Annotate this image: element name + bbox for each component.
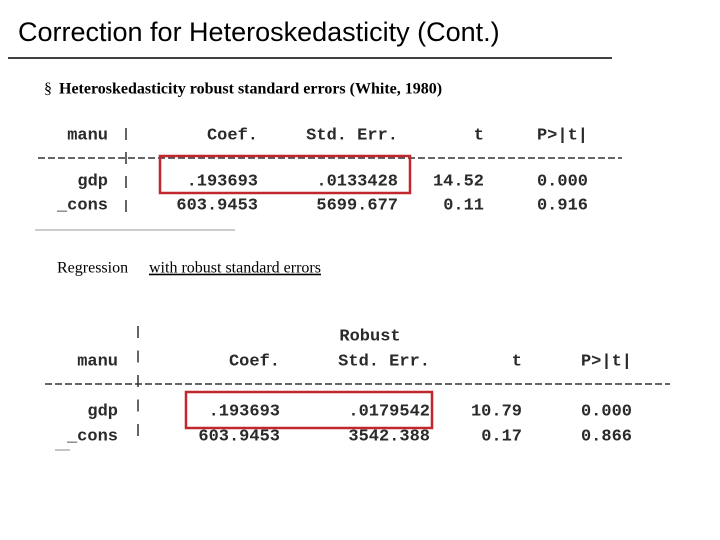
slide-title: Correction for Heteroskedasticity (Cont.… (18, 17, 500, 47)
cell: 10.79 (471, 402, 522, 421)
cell: 603.9453 (176, 196, 258, 215)
bullet-text: Heteroskedasticity robust standard error… (59, 81, 442, 98)
cell: 0.000 (537, 172, 588, 191)
cell: .0133428 (316, 172, 398, 191)
column-header: manu (77, 352, 118, 371)
column-header: t (512, 352, 522, 371)
caption-underlined: with robust standard errors (149, 260, 321, 277)
column-header: P>|t| (581, 352, 632, 371)
cell: .193693 (187, 172, 258, 191)
cell: .193693 (209, 402, 280, 421)
cell: 3542.388 (348, 427, 430, 446)
cell: 14.52 (433, 172, 484, 191)
caption-lead: Regression (57, 260, 128, 277)
cell: .0179542 (348, 402, 430, 421)
cell: 5699.677 (316, 196, 398, 215)
bullet-marker: § (44, 81, 52, 98)
row-label: gdp (87, 402, 118, 421)
cell: 0.11 (443, 196, 484, 215)
column-header: Std. Err. (306, 126, 398, 145)
cell: 0.000 (581, 402, 632, 421)
header-top: Robust (339, 327, 400, 346)
column-header: Coef. (207, 126, 258, 145)
column-header: t (474, 126, 484, 145)
column-header: P>|t| (537, 126, 588, 145)
row-label: _cons (56, 196, 108, 215)
row-label: _cons (66, 427, 118, 446)
highlight-box (184, 390, 434, 430)
cell: 0.17 (481, 427, 522, 446)
row-label: gdp (77, 172, 108, 191)
column-header: Coef. (229, 352, 280, 371)
cell: 0.866 (581, 427, 632, 446)
highlight-box (158, 154, 412, 195)
cell: 0.916 (537, 196, 588, 215)
column-header: manu (67, 126, 108, 145)
cell: 603.9453 (198, 427, 280, 446)
column-header: Std. Err. (338, 352, 430, 371)
